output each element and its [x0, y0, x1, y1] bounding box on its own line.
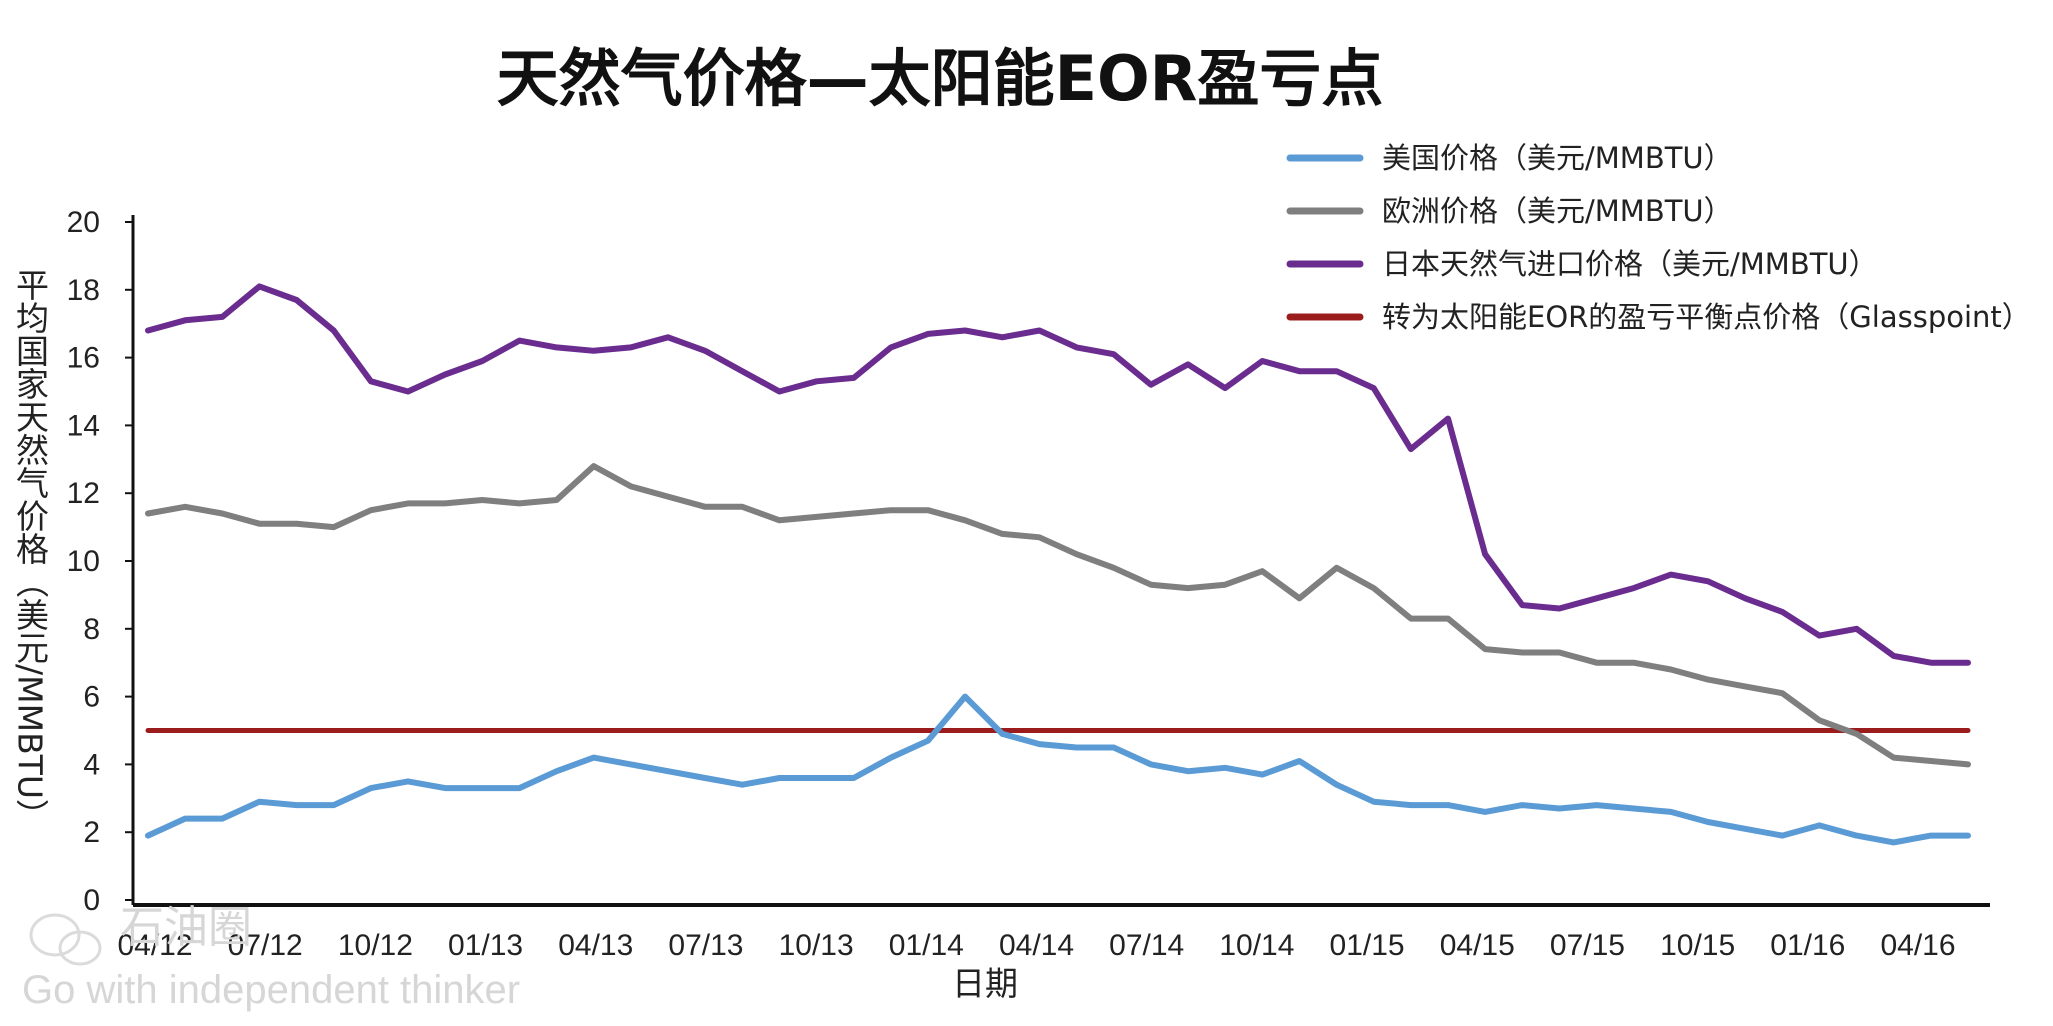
- watermark: 石油圈 Go with independent thinker: [22, 903, 520, 1012]
- legend-label: 欧洲价格（美元/MMBTU）: [1382, 194, 1733, 228]
- x-tick-label: 10/14: [1219, 929, 1294, 962]
- y-tick-label: 12: [67, 477, 100, 510]
- x-tick-label: 07/15: [1550, 929, 1625, 962]
- x-tick-label: 07/13: [668, 929, 743, 962]
- x-axis-label: 日期: [952, 964, 1018, 1003]
- x-tick-label: 04/15: [1440, 929, 1515, 962]
- series-line-2: [145, 283, 1971, 666]
- x-tick-label: 10/13: [779, 929, 854, 962]
- y-tick-label: 14: [67, 409, 100, 442]
- legend-label: 日本天然气进口价格（美元/MMBTU）: [1382, 247, 1878, 281]
- x-ticks: 04/12 07/12 10/12 01/13 04/13 07/13 10/13 01/14…: [117, 929, 1955, 962]
- x-tick-label: 04/12: [117, 929, 192, 962]
- chart-title: 天然气价格—太阳能EOR盈亏点: [497, 42, 1384, 115]
- legend: 美国价格（美元/MMBTU） 欧洲价格（美元/MMBTU） 日本天然气进口价格（美元…: [1286, 141, 2031, 334]
- x-tick-label: 10/15: [1660, 929, 1735, 962]
- watermark-slogan: Go with independent thinker: [22, 968, 520, 1012]
- y-tick-label: 20: [67, 206, 100, 239]
- series-line-1: [145, 463, 1971, 768]
- x-tick-label: 07/14: [1109, 929, 1184, 962]
- x-tick-label: 10/12: [338, 929, 413, 962]
- x-tick-label: 01/13: [448, 929, 523, 962]
- watermark-brand: 石油圈: [120, 903, 252, 952]
- wechat-icon: [29, 913, 102, 966]
- y-tick-label: 18: [67, 274, 100, 307]
- x-tick-label: 04/16: [1880, 929, 1955, 962]
- x-tick-label: 07/12: [228, 929, 303, 962]
- x-tick-label: 01/14: [889, 929, 964, 962]
- y-ticks: 0 2 4 6 8 10 12 14 16 18 20: [67, 206, 133, 917]
- legend-label: 美国价格（美元/MMBTU）: [1382, 141, 1733, 175]
- series-line-0: [145, 693, 1971, 846]
- x-tick-label: 04/14: [999, 929, 1074, 962]
- y-tick-label: 8: [83, 613, 100, 646]
- y-tick-label: 6: [83, 681, 100, 714]
- y-tick-label: 4: [83, 748, 100, 781]
- legend-label: 转为太阳能EOR的盈亏平衡点价格（Glasspoint）: [1382, 300, 2031, 334]
- x-tick-label: 01/15: [1330, 929, 1405, 962]
- y-axis-label: 平均国家天然气价格（美元/MMBTU）: [11, 268, 50, 832]
- y-tick-label: 10: [67, 545, 100, 578]
- y-tick-label: 16: [67, 342, 100, 375]
- x-tick-label: 01/16: [1770, 929, 1845, 962]
- plot-lines: [145, 283, 1971, 846]
- y-tick-label: 2: [83, 816, 100, 849]
- y-tick-label: 0: [83, 884, 100, 917]
- x-tick-label: 04/13: [558, 929, 633, 962]
